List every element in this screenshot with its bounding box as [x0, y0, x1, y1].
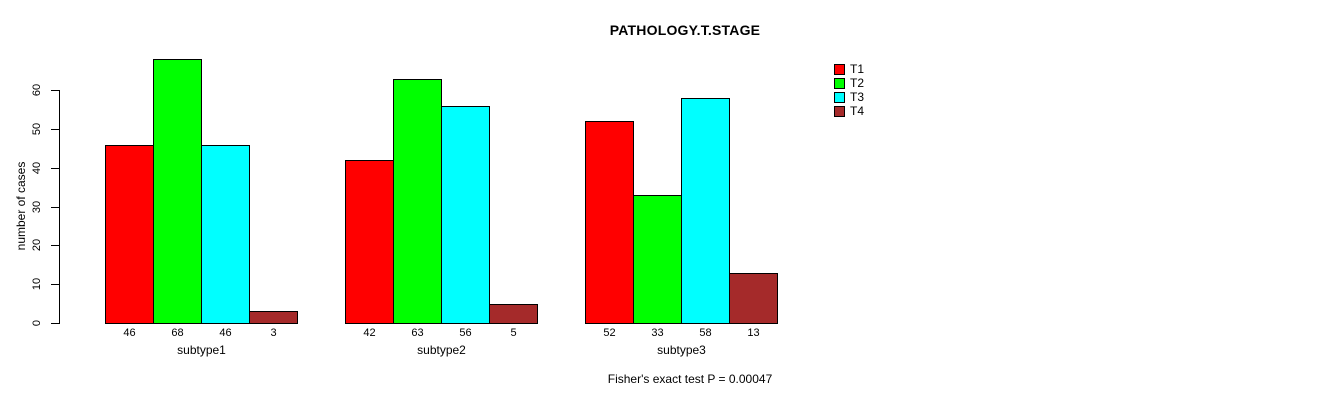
- y-axis-tick-label-text: 20: [31, 238, 43, 252]
- bar-value-label: 58: [699, 327, 712, 339]
- bar-t3-subtype1: [201, 145, 250, 324]
- x-category-label-subtype2: subtype2: [417, 343, 466, 357]
- y-axis-tick: [51, 129, 59, 130]
- legend-label: T1: [850, 62, 865, 76]
- bar-t4-subtype1: [249, 311, 298, 324]
- legend-label: T4: [850, 104, 865, 118]
- bar-t3-subtype3: [681, 98, 730, 324]
- bar-value-label: 33: [651, 327, 664, 339]
- bar-value-label: 52: [603, 327, 616, 339]
- y-axis-tick: [51, 284, 59, 285]
- y-axis-tick-label-text: 0: [31, 319, 43, 327]
- bar-t1-subtype3: [585, 121, 634, 324]
- bar-value-label: 42: [363, 327, 376, 339]
- bar-t2-subtype2: [393, 79, 442, 324]
- legend-item-t4: T4: [834, 105, 864, 118]
- legend-item-t2: T2: [834, 77, 864, 90]
- bar-t2-subtype1: [153, 59, 202, 324]
- x-category-label-subtype3: subtype3: [657, 343, 706, 357]
- legend-swatch-t4: [834, 106, 845, 117]
- bar-t1-subtype1: [105, 145, 154, 324]
- bar-t2-subtype3: [633, 195, 682, 324]
- legend-swatch-t2: [834, 78, 845, 89]
- y-axis-tick: [51, 245, 59, 246]
- legend-item-t1: T1: [834, 63, 864, 76]
- legend-item-t3: T3: [834, 91, 864, 104]
- y-axis-tick-label-text: 30: [31, 200, 43, 214]
- bar-t3-subtype2: [441, 106, 490, 324]
- y-axis-tick-label-text: 10: [31, 277, 43, 291]
- legend-swatch-t3: [834, 92, 845, 103]
- y-axis-label-text: number of cases: [14, 161, 28, 251]
- y-axis-tick-label-text: 40: [31, 161, 43, 175]
- bar-value-label: 46: [219, 327, 232, 339]
- bar-value-label: 68: [171, 327, 184, 339]
- y-axis-tick-label-text: 50: [31, 122, 43, 136]
- bar-t4-subtype2: [489, 304, 538, 324]
- y-axis-tick-label-text: 60: [31, 83, 43, 97]
- y-axis-tick: [51, 90, 59, 91]
- bar-value-label: 3: [270, 327, 277, 339]
- bar-value-label: 63: [411, 327, 424, 339]
- y-axis-tick: [51, 207, 59, 208]
- bar-value-label: 56: [459, 327, 472, 339]
- bar-value-label: 5: [510, 327, 517, 339]
- bar-t4-subtype3: [729, 273, 778, 324]
- y-axis-tick: [51, 168, 59, 169]
- bar-value-label: 46: [123, 327, 136, 339]
- legend: T1 T2 T3 T4: [834, 63, 864, 119]
- annotation-text-value: Fisher's exact test P = 0.00047: [607, 372, 773, 386]
- x-category-label-subtype1: subtype1: [177, 343, 226, 357]
- bar-value-label: 13: [747, 327, 760, 339]
- legend-swatch-t1: [834, 64, 845, 75]
- bar-t1-subtype2: [345, 160, 394, 324]
- legend-label: T3: [850, 90, 865, 104]
- y-axis-tick: [51, 323, 59, 324]
- chart-title-text: PATHOLOGY.T.STAGE: [609, 22, 761, 38]
- y-axis-line: [59, 90, 60, 324]
- legend-label: T2: [850, 76, 865, 90]
